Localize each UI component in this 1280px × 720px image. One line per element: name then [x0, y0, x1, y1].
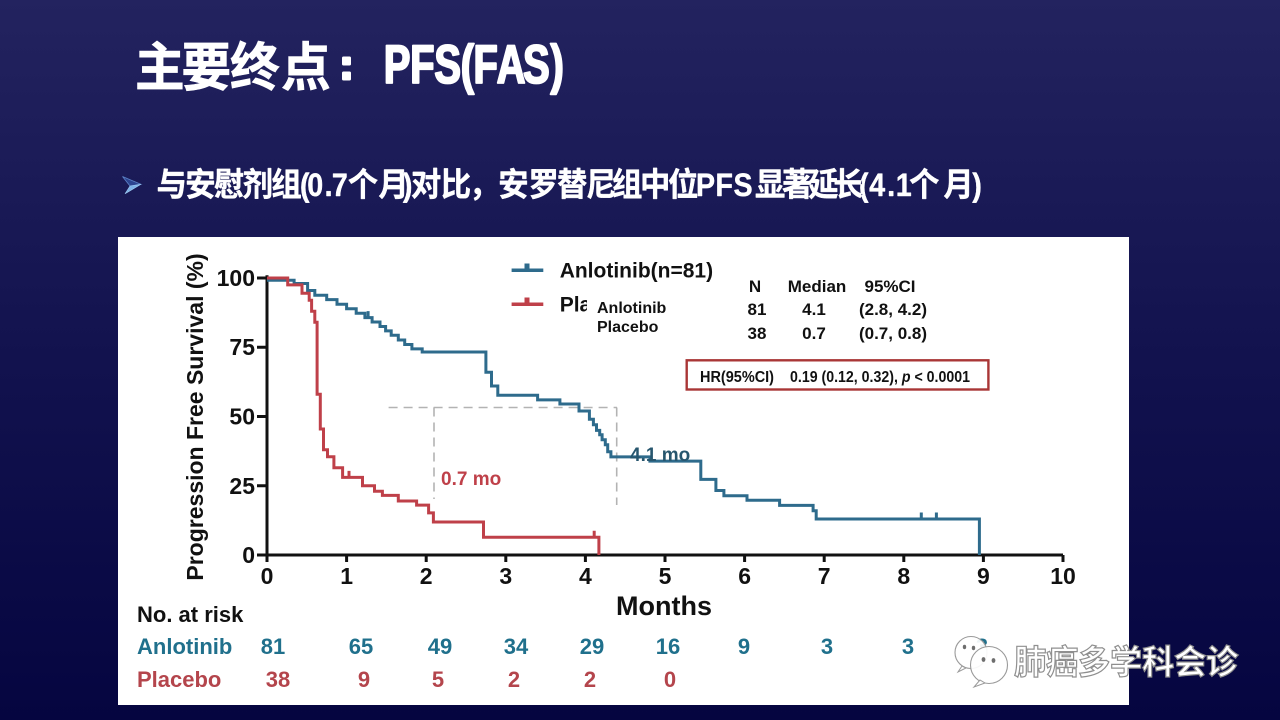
svg-text:0.19 (0.12, 0.32), p < 0.0001: 0.19 (0.12, 0.32), p < 0.0001: [790, 369, 970, 386]
svg-text:81: 81: [261, 634, 285, 659]
svg-text:2: 2: [584, 667, 596, 692]
svg-text:Progression Free Survival (%): Progression Free Survival (%): [182, 253, 208, 580]
svg-text:No. at risk: No. at risk: [137, 602, 244, 627]
svg-text:4.1: 4.1: [802, 300, 826, 319]
svg-text:Anlotinib: Anlotinib: [137, 634, 232, 659]
svg-text:N: N: [749, 277, 761, 296]
svg-text:49: 49: [428, 634, 452, 659]
svg-text:3: 3: [821, 634, 833, 659]
svg-text:(2.8, 4.2): (2.8, 4.2): [859, 300, 927, 319]
svg-text:4: 4: [579, 563, 592, 589]
svg-text:75: 75: [229, 334, 255, 360]
svg-text:9: 9: [977, 563, 990, 589]
svg-text:34: 34: [504, 634, 529, 659]
svg-text:38: 38: [266, 667, 290, 692]
svg-text:100: 100: [217, 265, 255, 291]
svg-text:0: 0: [664, 667, 676, 692]
svg-text:0.7: 0.7: [802, 324, 826, 343]
svg-text:(0.7, 0.8): (0.7, 0.8): [859, 324, 927, 343]
svg-text:0.7 mo: 0.7 mo: [441, 469, 501, 490]
svg-text:Median: Median: [788, 277, 847, 296]
svg-text:Anlotinib(n=81): Anlotinib(n=81): [560, 260, 713, 283]
svg-text:16: 16: [656, 634, 680, 659]
svg-text:9: 9: [738, 634, 750, 659]
svg-text:HR(95%CI): HR(95%CI): [700, 369, 774, 386]
svg-text:81: 81: [748, 300, 767, 319]
svg-text:9: 9: [358, 667, 370, 692]
svg-text:8: 8: [897, 563, 910, 589]
svg-text:5: 5: [659, 563, 672, 589]
svg-text:0: 0: [242, 542, 255, 568]
svg-text:65: 65: [349, 634, 373, 659]
svg-text:Placebo: Placebo: [597, 319, 659, 336]
svg-text:Anlotinib: Anlotinib: [597, 300, 667, 317]
svg-text:2: 2: [420, 563, 433, 589]
svg-text:6: 6: [738, 563, 751, 589]
svg-text:4.1 mo: 4.1 mo: [630, 445, 690, 466]
svg-text:5: 5: [432, 667, 444, 692]
svg-text:25: 25: [229, 473, 255, 499]
svg-text:Months: Months: [616, 591, 712, 621]
svg-text:2: 2: [508, 667, 520, 692]
svg-text:3: 3: [902, 634, 914, 659]
svg-text:Placebo: Placebo: [137, 667, 221, 692]
svg-text:29: 29: [580, 634, 604, 659]
svg-text:0: 0: [261, 563, 274, 589]
svg-text:50: 50: [229, 404, 255, 430]
svg-text:7: 7: [818, 563, 831, 589]
svg-text:95%CI: 95%CI: [864, 277, 915, 296]
svg-text:1: 1: [340, 563, 353, 589]
svg-text:10: 10: [1050, 563, 1076, 589]
svg-text:3: 3: [499, 563, 512, 589]
svg-text:38: 38: [748, 324, 767, 343]
